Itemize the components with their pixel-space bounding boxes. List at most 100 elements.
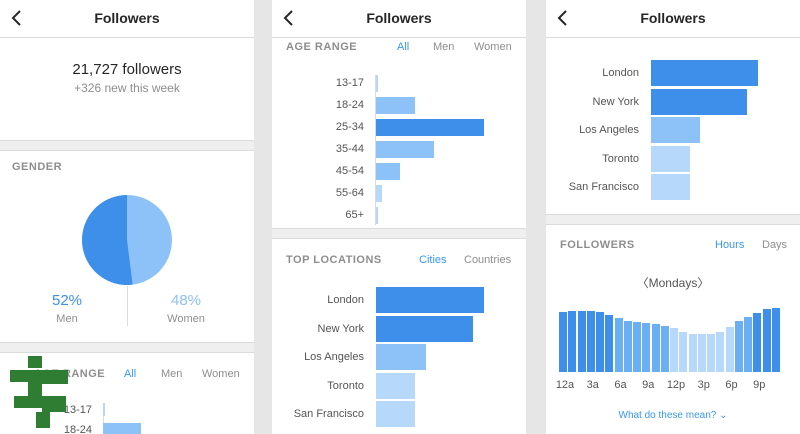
tab-age-all[interactable]: All bbox=[397, 41, 410, 53]
hour-tick-3a: 3a bbox=[586, 379, 599, 391]
hour-bar-19 bbox=[734, 321, 743, 372]
header: Followers bbox=[0, 0, 254, 38]
hour-bar-12 bbox=[670, 327, 678, 372]
hour-bar-1 bbox=[568, 311, 577, 372]
hour-bar-6 bbox=[614, 317, 623, 372]
tab-locations-cities[interactable]: Cities bbox=[419, 254, 447, 266]
age-axis bbox=[375, 75, 376, 225]
age-group-label-65: 65+ bbox=[345, 209, 364, 221]
hour-bar-16 bbox=[707, 333, 715, 372]
hour-bar-0 bbox=[559, 311, 567, 372]
tab-age-women[interactable]: Women bbox=[202, 368, 240, 380]
section-divider bbox=[0, 342, 254, 353]
tab-age-men[interactable]: Men bbox=[433, 41, 455, 53]
followers-activity-label: FOLLOWERS bbox=[560, 239, 635, 251]
top-locations-label: TOP LOCATIONS bbox=[286, 254, 382, 266]
hour-bar-8 bbox=[633, 321, 641, 372]
hour-tick-12p: 12p bbox=[666, 379, 686, 391]
header: Followers bbox=[546, 0, 800, 38]
day-selector[interactable]: 〈Mondays〉 bbox=[636, 276, 710, 290]
men-label: Men bbox=[56, 313, 78, 325]
section-divider bbox=[546, 214, 800, 225]
city-bar-san-francisco bbox=[651, 174, 690, 200]
new-followers-week: +326 new this week bbox=[74, 81, 180, 95]
tab-activity-days[interactable]: Days bbox=[762, 239, 788, 251]
hour-bar-15 bbox=[697, 333, 706, 372]
watermark-logo bbox=[10, 356, 68, 428]
hour-bar-9 bbox=[642, 323, 651, 372]
hour-tick-12a: 12a bbox=[555, 379, 575, 391]
age-group-label: 13-17 bbox=[63, 404, 92, 416]
header: Followers bbox=[272, 0, 526, 38]
age-axis bbox=[103, 403, 104, 434]
help-link[interactable]: What do these mean? ⌄ bbox=[618, 410, 728, 421]
age-group-label-55-64: 55-64 bbox=[335, 187, 364, 199]
city-bar-los-angeles bbox=[376, 344, 426, 370]
hour-bar-13 bbox=[679, 331, 688, 372]
back-arrow-icon[interactable] bbox=[10, 9, 24, 27]
hour-bar-10 bbox=[651, 324, 660, 372]
age-bar-65 bbox=[376, 207, 379, 224]
hour-bar-22 bbox=[762, 309, 771, 372]
gender-label: GENDER bbox=[12, 161, 63, 173]
city-label-london: London bbox=[602, 67, 639, 79]
men-percent: 52% bbox=[51, 292, 83, 309]
section-divider bbox=[272, 228, 526, 239]
city-bar-san-francisco bbox=[376, 401, 415, 427]
age-group-label-45-54: 45-54 bbox=[335, 165, 364, 177]
hour-bar-17 bbox=[716, 331, 725, 372]
city-label-los-angeles: Los Angeles bbox=[579, 124, 639, 136]
hour-bar-3 bbox=[586, 310, 595, 372]
age-bar-55-64 bbox=[376, 185, 383, 202]
city-label-london: London bbox=[327, 294, 364, 306]
followers-count: 21,727 followers bbox=[72, 61, 182, 78]
age-group-label-35-44: 35-44 bbox=[335, 143, 364, 155]
age-group-label-18-24: 18-24 bbox=[335, 99, 364, 111]
age-bar-18-24 bbox=[376, 97, 415, 114]
hour-bar-21 bbox=[753, 312, 762, 372]
followers-panel-demographics: Followers AGE RANGE All Men Women 13-17 1… bbox=[272, 0, 526, 434]
age-bar-25-34 bbox=[376, 119, 484, 136]
tab-locations-countries[interactable]: Countries bbox=[464, 254, 512, 266]
city-bar-toronto bbox=[651, 145, 690, 172]
hour-tick-3p: 3p bbox=[697, 379, 710, 391]
tab-age-all[interactable]: All bbox=[124, 368, 137, 380]
hour-bar-5 bbox=[605, 314, 614, 372]
age-group-label: 18-24 bbox=[63, 424, 92, 434]
hour-bar-14 bbox=[688, 333, 697, 372]
age-bar-18-24 bbox=[103, 423, 141, 434]
hour-bar-11 bbox=[660, 325, 669, 372]
age-range-label: AGE RANGE bbox=[286, 41, 358, 53]
hour-tick-9a: 9a bbox=[642, 379, 655, 391]
age-bar-35-44 bbox=[376, 141, 435, 158]
hour-tick-9p: 9p bbox=[753, 379, 766, 391]
city-bar-new-york bbox=[376, 315, 474, 342]
pie-slice-men bbox=[82, 195, 133, 285]
hour-bar-4 bbox=[596, 311, 604, 372]
page-title: Followers bbox=[640, 10, 706, 26]
city-label-los-angeles: Los Angeles bbox=[304, 351, 364, 363]
city-bar-london bbox=[651, 60, 758, 86]
tab-age-women[interactable]: Women bbox=[474, 41, 512, 53]
page-title: Followers bbox=[94, 10, 160, 26]
back-arrow-icon[interactable] bbox=[556, 9, 570, 27]
city-label-new-york: New York bbox=[592, 95, 639, 108]
city-bar-new-york bbox=[651, 88, 748, 115]
back-arrow-icon[interactable] bbox=[282, 9, 296, 27]
city-label-san-francisco: San Francisco bbox=[293, 408, 364, 420]
age-group-label-13-17: 13-17 bbox=[335, 77, 364, 89]
hour-bar-18 bbox=[725, 327, 734, 372]
city-bar-london bbox=[376, 287, 484, 313]
city-label-new-york: New York bbox=[317, 322, 364, 335]
women-percent: 48% bbox=[170, 292, 202, 309]
age-group-label-25-34: 25-34 bbox=[335, 121, 364, 133]
page-title: Followers bbox=[366, 10, 432, 26]
women-label: Women bbox=[167, 313, 205, 325]
city-bar-toronto bbox=[376, 372, 415, 399]
tab-activity-hours[interactable]: Hours bbox=[715, 239, 745, 251]
tab-age-men[interactable]: Men bbox=[161, 368, 183, 380]
age-bar-13-17 bbox=[376, 75, 379, 92]
city-label-toronto: Toronto bbox=[327, 379, 364, 392]
section-divider bbox=[0, 140, 254, 151]
